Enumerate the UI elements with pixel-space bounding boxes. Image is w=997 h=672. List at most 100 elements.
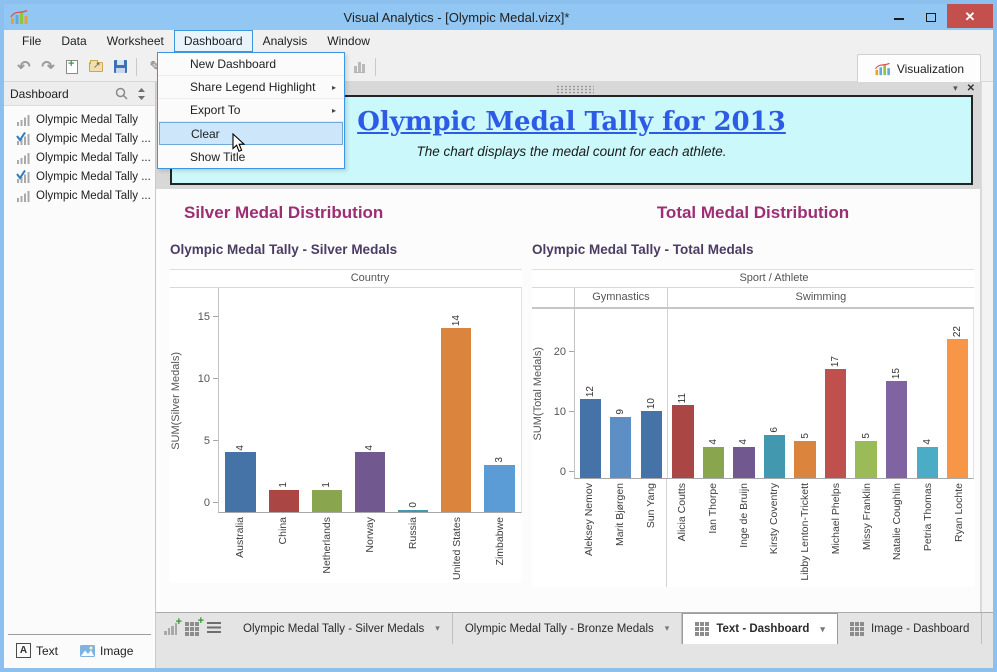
bar-united-states[interactable]	[441, 328, 472, 512]
dashboard-text-panel[interactable]: Olympic Medal Tally for 2013 The chart d…	[170, 95, 973, 185]
x-label-slot: Libby Lenton-Trickett	[790, 479, 821, 581]
sort-icon[interactable]	[133, 86, 149, 102]
bar-libby-lenton-trickett[interactable]	[794, 441, 816, 478]
minimize-button[interactable]	[883, 4, 915, 28]
image-widget-button[interactable]: Image	[80, 643, 133, 658]
bar-slot-marit-bj-rgen: 9	[606, 309, 637, 478]
maximize-button[interactable]	[915, 4, 947, 28]
sidebar-item-label: Olympic Medal Tally ...	[36, 151, 151, 164]
new-file-button[interactable]	[60, 55, 84, 79]
sidebar-item-olympic-medal-tally[interactable]: Olympic Medal Tally	[4, 110, 155, 129]
menu-file[interactable]: File	[22, 34, 42, 48]
x-axis-labels: Australia China Netherlands Norway Russia Uni…	[170, 513, 522, 583]
sidebar-item-label: Olympic Medal Tally	[36, 113, 139, 126]
menu-dashboard[interactable]: Dashboard	[173, 30, 253, 52]
sheet-list-button[interactable]	[207, 620, 221, 638]
tab-olympic-medal-tally-bronze-medals[interactable]: Olympic Medal Tally - Bronze Medals ▾	[453, 613, 683, 644]
menu-item-export-to[interactable]: Export To ▸	[158, 99, 344, 122]
group-header-gymnastics: Gymnastics	[574, 288, 667, 307]
bar-petria-thomas[interactable]	[916, 447, 938, 478]
x-axis-label: Ian Thorpe	[707, 483, 720, 534]
sidebar-item-olympic-medal-tally[interactable]: Olympic Medal Tally ...	[4, 129, 155, 148]
vertical-scrollbar[interactable]	[981, 82, 993, 612]
y-tick-label: 10	[197, 373, 210, 385]
bar-australia[interactable]	[225, 452, 256, 512]
bar-alicia-coutts[interactable]	[672, 405, 694, 478]
menu-window[interactable]: Window	[327, 34, 370, 48]
search-icon[interactable]	[113, 86, 129, 102]
tab-olympic-medal-tally-silver-medals[interactable]: Olympic Medal Tally - Silver Medals ▾	[231, 613, 453, 644]
chart-type-button[interactable]	[347, 55, 371, 79]
x-axis-label: Aleksey Nemov	[583, 483, 596, 556]
bar-netherlands[interactable]	[311, 489, 342, 512]
x-label-group: Alicia Coutts Ian Thorpe Inge de Bruijn Kir…	[666, 479, 974, 587]
chevron-down-icon[interactable]: ▾	[435, 623, 440, 633]
new-worksheet-button[interactable]: +	[164, 616, 182, 635]
save-icon	[113, 60, 127, 73]
tab-visualization[interactable]: Visualization	[856, 54, 981, 82]
menu-item-label: New Dashboard	[190, 57, 277, 71]
bar-value-label: 4	[921, 439, 933, 445]
panel-collapse-icon[interactable]: ▾	[953, 83, 958, 93]
checked-worksheet-icon	[16, 131, 31, 145]
dashboard-subtitle: The chart displays the medal count for e…	[416, 144, 727, 159]
sidebar-item-olympic-medal-tally[interactable]: Olympic Medal Tally ...	[4, 148, 155, 167]
bar-slot-ian-thorpe: 4	[698, 309, 729, 478]
bar-value-label: 5	[799, 433, 811, 439]
undo-button[interactable]: ↶	[17, 58, 31, 76]
bar-value-label: 14	[450, 315, 462, 327]
section-heading: Total Medal Distribution	[656, 203, 850, 222]
bar-slot-libby-lenton-trickett: 5	[790, 309, 821, 478]
visualization-chart-icon	[874, 62, 890, 75]
bar-zimbabwe[interactable]	[484, 464, 515, 512]
text-widget-button[interactable]: A Text	[16, 643, 58, 658]
chart-title: Olympic Medal Tally - Total Medals	[532, 242, 754, 257]
menu-bar: File Data Worksheet Dashboard Analysis Window	[4, 30, 993, 52]
new-dashboard-button[interactable]: +	[185, 615, 204, 636]
x-label-slot: Missy Franklin	[851, 479, 882, 550]
status-strip	[156, 644, 993, 668]
tab-image-dashboard[interactable]: Image - Dashboard	[838, 613, 983, 644]
group-header-spacer	[532, 288, 574, 307]
bar-china[interactable]	[268, 489, 299, 512]
x-label-slot: Michael Phelps	[821, 479, 852, 554]
close-button[interactable]: ✕	[947, 4, 993, 28]
menu-item-show-title[interactable]: Show Title	[158, 145, 344, 168]
top-axis-label: Sport / Athlete	[532, 269, 974, 288]
bar-michael-phelps[interactable]	[824, 369, 847, 478]
menu-analysis[interactable]: Analysis	[262, 34, 308, 48]
x-axis-label: Russia	[407, 517, 420, 550]
bar-value-label: 4	[235, 444, 247, 451]
bar-russia[interactable]	[398, 510, 429, 512]
tab-text-dashboard[interactable]: Text - Dashboard ▾	[682, 613, 838, 644]
bar-marit-bj-rgen[interactable]	[610, 417, 632, 478]
chevron-down-icon[interactable]: ▾	[820, 623, 825, 634]
menu-item-clear[interactable]: Clear	[159, 122, 343, 145]
menu-item-new-dashboard[interactable]: New Dashboard	[158, 53, 344, 76]
panel-close-icon[interactable]: ✕	[966, 83, 975, 94]
bar-missy-franklin[interactable]	[855, 441, 877, 478]
bar-ryan-lochte[interactable]	[947, 339, 969, 478]
redo-button[interactable]: ↷	[41, 58, 55, 76]
bar-slot-united-states: 14	[435, 288, 478, 512]
bar-ian-thorpe[interactable]	[702, 447, 725, 478]
bar-inge-de-bruijn[interactable]	[733, 447, 755, 478]
chevron-down-icon[interactable]: ▾	[664, 623, 670, 633]
sidebar-item-olympic-medal-tally[interactable]: Olympic Medal Tally ...	[4, 167, 155, 186]
bar-norway[interactable]	[354, 452, 386, 512]
bar-sun-yang[interactable]	[640, 411, 662, 478]
bar-natalie-coughlin[interactable]	[886, 381, 908, 478]
open-file-button[interactable]	[84, 55, 108, 79]
bar-kirsty-coventry[interactable]	[763, 435, 786, 478]
save-button[interactable]	[108, 55, 132, 79]
bar-aleksey-nemov[interactable]	[579, 399, 601, 478]
dashboard-title: Olympic Medal Tally for 2013	[357, 107, 786, 137]
panel-drag-handle[interactable]	[555, 85, 594, 94]
x-label-slot: Aleksey Nemov	[574, 479, 605, 556]
sidebar-item-olympic-medal-tally[interactable]: Olympic Medal Tally ...	[4, 186, 155, 205]
menu-item-share-legend-highlight[interactable]: Share Legend Highlight ▸	[158, 76, 344, 99]
menu-data[interactable]: Data	[61, 34, 87, 48]
bar-slot-inge-de-bruijn: 4	[729, 309, 760, 478]
bar-value-label: 5	[860, 433, 872, 439]
menu-worksheet[interactable]: Worksheet	[106, 34, 164, 48]
